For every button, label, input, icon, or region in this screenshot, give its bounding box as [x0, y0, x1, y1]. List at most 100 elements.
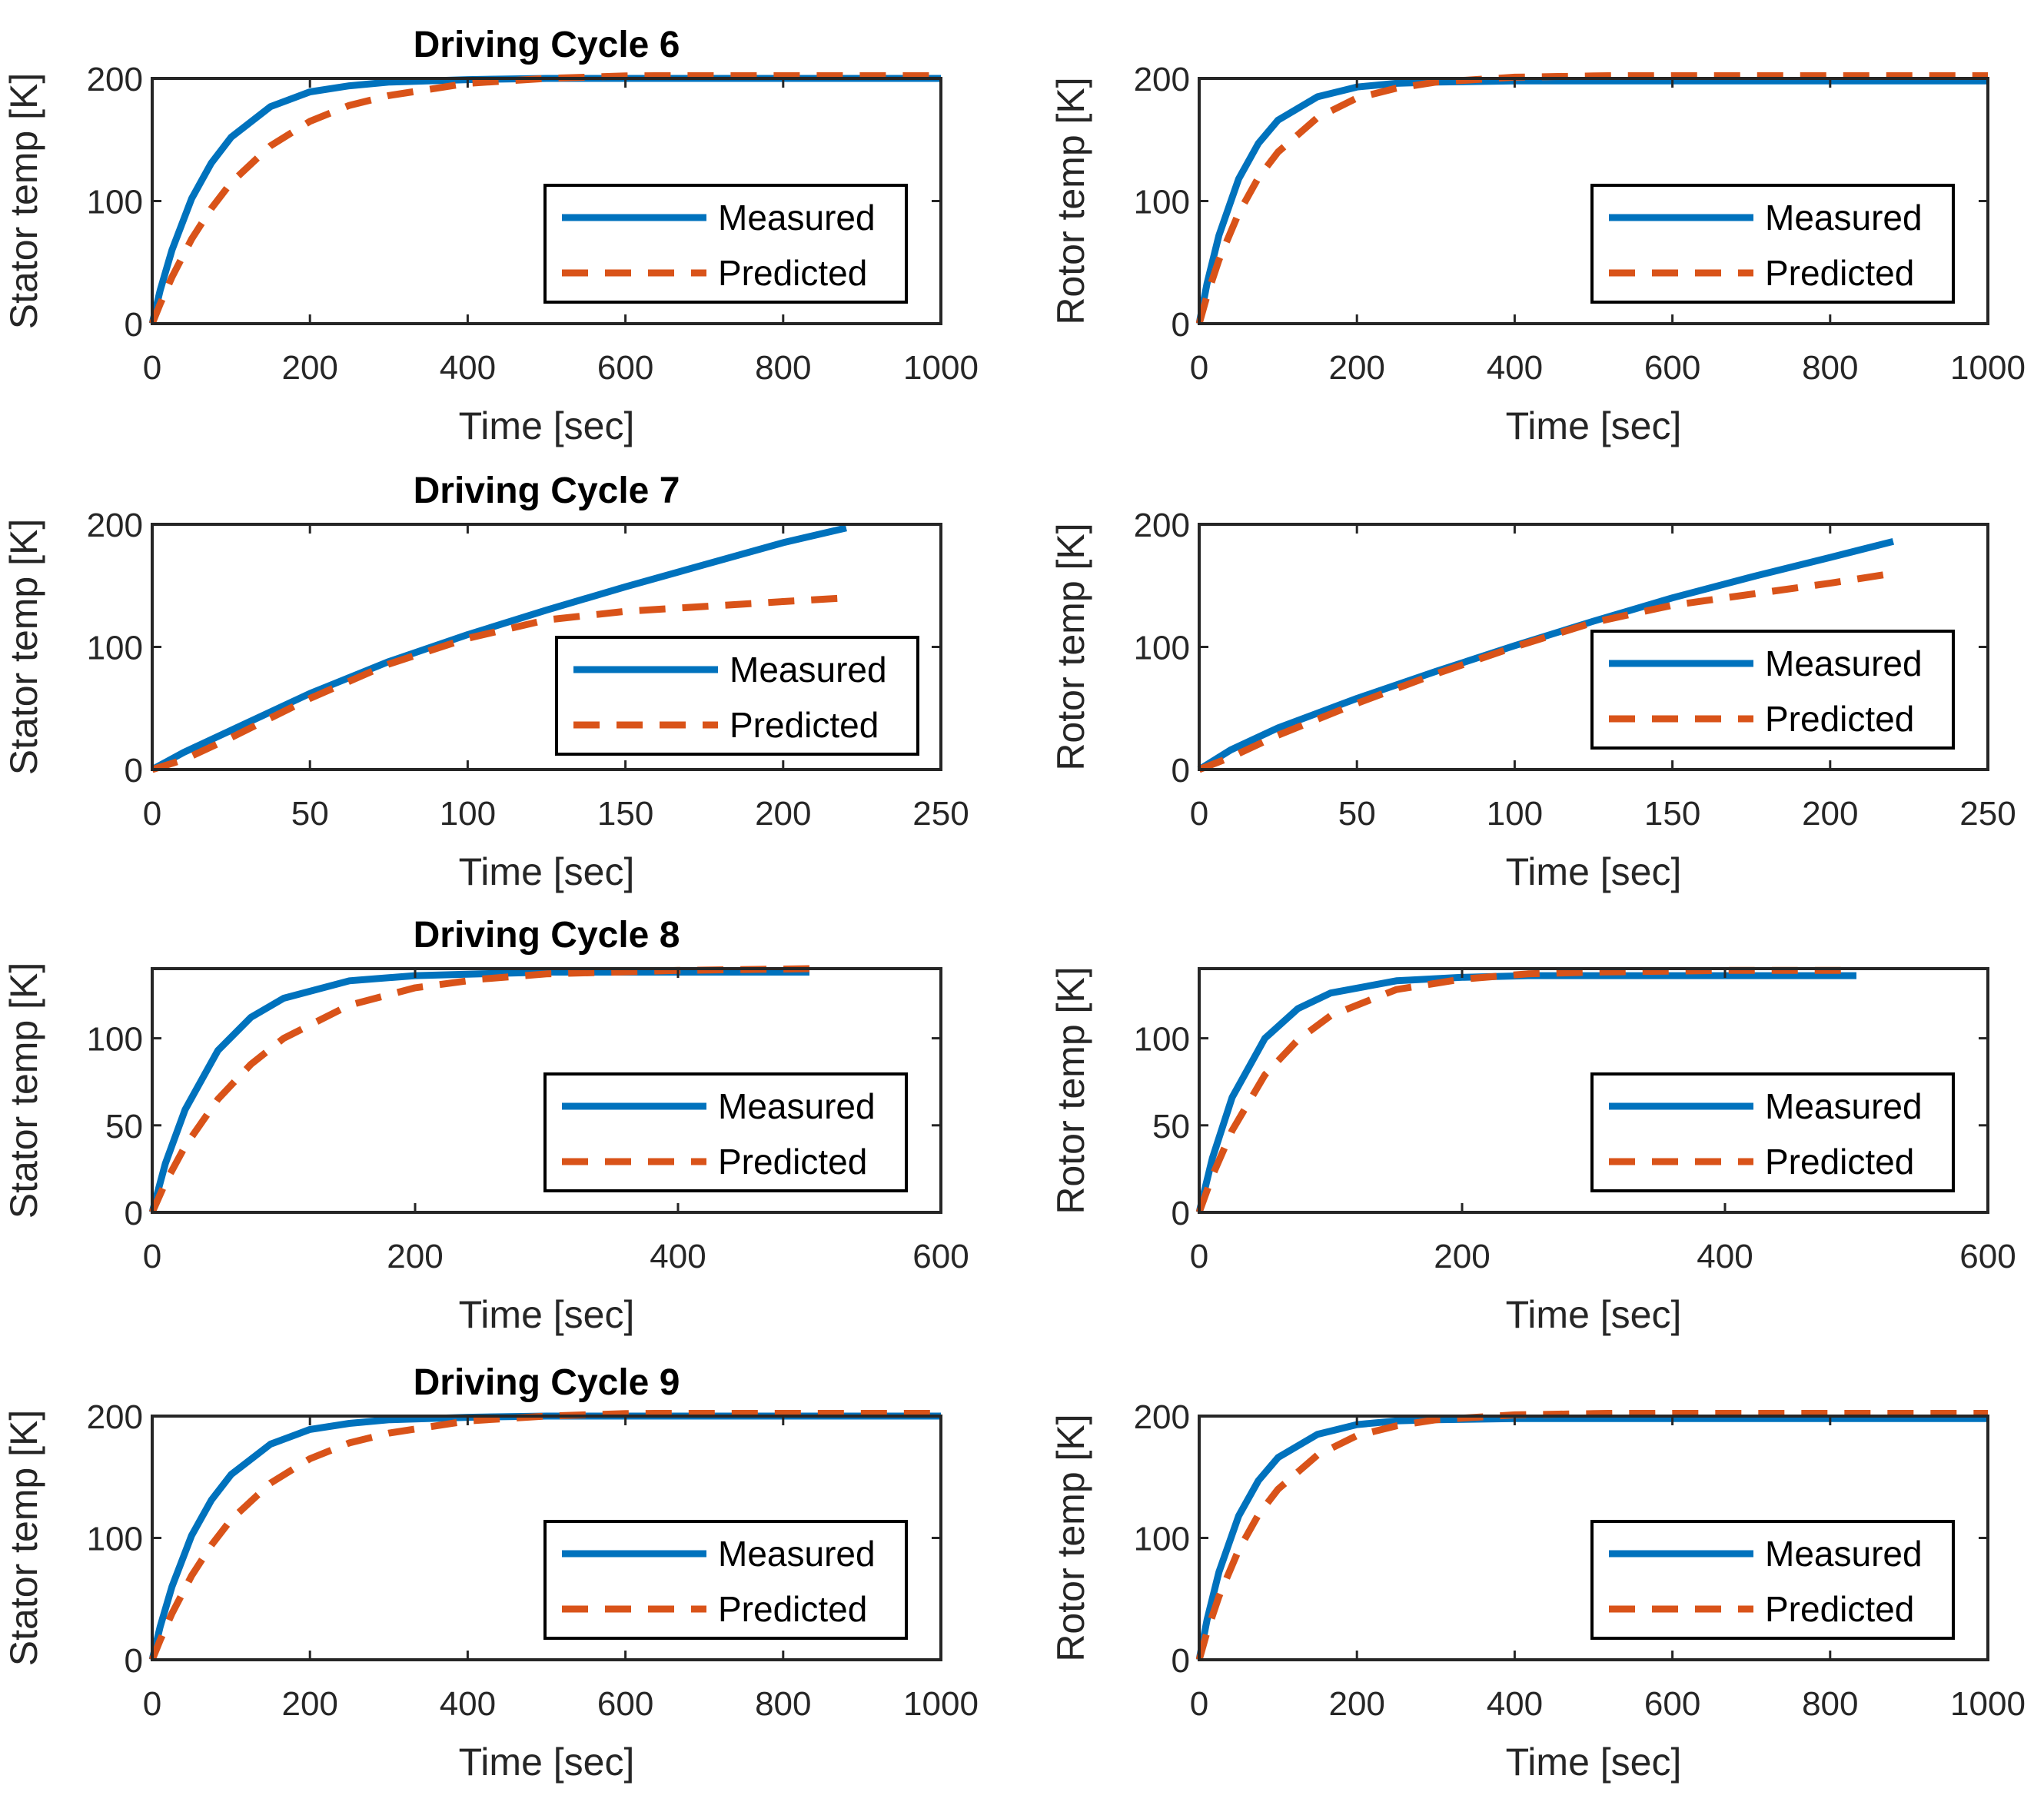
legend-label: Predicted — [1765, 699, 1914, 739]
y-tick-label: 0 — [1172, 1195, 1190, 1232]
x-tick-label: 800 — [755, 1685, 811, 1723]
legend-label: Predicted — [1765, 253, 1914, 293]
y-tick-label: 0 — [125, 1195, 143, 1232]
legend-label: Measured — [1765, 1534, 1923, 1574]
legend-box — [543, 1520, 908, 1640]
subplot-rotor-3: 0 200 400 600 800 1000 0 100 200 Time [sec] Rotor … — [1049, 1398, 2026, 1784]
y-tick-label: 200 — [1134, 1398, 1190, 1436]
x-tick-label: 400 — [1487, 349, 1543, 387]
x-tick-label: 250 — [1959, 795, 2016, 833]
y-axis-label: Rotor temp [K] — [1049, 77, 1092, 324]
legend: Measured Predicted — [1590, 184, 1955, 304]
y-axis-label: Stator temp [K] — [2, 1410, 45, 1666]
legend: Measured Predicted — [555, 636, 919, 756]
x-tick-label: 800 — [755, 349, 811, 387]
legend: Measured Predicted — [543, 1072, 908, 1192]
chart-title: Driving Cycle 6 — [414, 25, 680, 65]
subplot-rotor-1: 0 50 100 150 200 250 0 100 200 Time [sec] Rotor te… — [1049, 507, 2016, 893]
legend-label: Predicted — [718, 1142, 867, 1182]
y-tick-label: 0 — [125, 306, 143, 344]
y-tick-label: 100 — [1134, 184, 1190, 221]
x-tick-label: 1000 — [1950, 1685, 2026, 1723]
predicted-line — [149, 1410, 941, 1661]
legend-label: Measured — [1765, 643, 1923, 683]
x-tick-label: 800 — [1802, 349, 1858, 387]
y-tick-label: 200 — [87, 507, 143, 544]
legend-label: Measured — [1765, 1086, 1923, 1126]
chart-title: Driving Cycle 8 — [414, 915, 680, 956]
y-tick-label: 100 — [1134, 1021, 1190, 1059]
predicted-line — [1196, 1410, 1988, 1661]
legend-box — [543, 1072, 908, 1192]
x-axis-label: Time [sec] — [459, 1740, 635, 1784]
y-tick-label: 0 — [125, 1642, 143, 1680]
x-tick-label: 200 — [1328, 349, 1384, 387]
x-tick-label: 100 — [1487, 795, 1543, 833]
legend-label: Predicted — [730, 705, 879, 745]
x-tick-label: 1000 — [1950, 349, 2026, 387]
x-tick-label: 600 — [597, 349, 653, 387]
legend: Measured Predicted — [543, 184, 908, 304]
measured-line — [150, 524, 847, 773]
subplot-stator-2: 0 200 400 600 0 50 100 Time [sec] Stator temp [K… — [2, 915, 969, 1336]
y-tick-label: 0 — [1172, 306, 1190, 344]
measured-line — [1196, 972, 1856, 1214]
x-tick-label: 50 — [1338, 795, 1376, 833]
legend: Measured Predicted — [1590, 1520, 1955, 1640]
y-tick-label: 50 — [105, 1108, 143, 1145]
x-tick-label: 250 — [912, 795, 969, 833]
chart-title: Driving Cycle 9 — [414, 1362, 680, 1403]
predicted-line — [149, 72, 941, 325]
legend-label: Measured — [1765, 198, 1923, 238]
legend-label: Measured — [718, 1534, 876, 1574]
y-axis-label: Rotor temp [K] — [1049, 966, 1092, 1214]
y-tick-label: 0 — [125, 752, 143, 790]
x-tick-label: 0 — [1190, 795, 1208, 833]
y-tick-label: 100 — [1134, 1521, 1190, 1558]
x-tick-label: 50 — [291, 795, 329, 833]
subplot-stator-1: 0 50 100 150 200 250 0 100 200 Time [sec] Stator t… — [2, 470, 969, 893]
subplot-rotor-2: 0 200 400 600 0 50 100 Time [sec] Rotor temp [K]… — [1049, 966, 2016, 1336]
legend-label: Predicted — [1765, 1589, 1914, 1629]
y-tick-label: 50 — [1152, 1108, 1190, 1145]
x-tick-label: 200 — [755, 795, 811, 833]
legend: Measured Predicted — [1590, 1072, 1955, 1192]
legend-label: Measured — [730, 650, 887, 690]
x-tick-label: 200 — [387, 1238, 443, 1275]
legend-box — [1590, 184, 1955, 304]
legend: Measured Predicted — [543, 1520, 908, 1640]
x-axis-label: Time [sec] — [1506, 404, 1682, 447]
axes-box — [1198, 967, 1989, 1214]
subplot-rotor-0: 0 200 400 600 800 1000 0 100 200 Time [sec] Rotor … — [1049, 61, 2026, 447]
x-tick-label: 150 — [597, 795, 653, 833]
predicted-line — [1196, 966, 1856, 1214]
y-tick-label: 200 — [1134, 507, 1190, 544]
y-axis-label: Rotor temp [K] — [1049, 523, 1092, 770]
y-axis-label: Stator temp [K] — [2, 73, 45, 329]
x-tick-label: 200 — [1434, 1238, 1490, 1275]
x-tick-label: 400 — [1697, 1238, 1753, 1275]
y-tick-label: 100 — [87, 1521, 143, 1558]
x-tick-label: 0 — [1190, 1685, 1208, 1723]
x-tick-label: 200 — [1802, 795, 1858, 833]
x-tick-label: 400 — [650, 1238, 706, 1275]
y-tick-label: 100 — [87, 1021, 143, 1059]
y-axis-label: Stator temp [K] — [2, 519, 45, 775]
x-tick-label: 150 — [1644, 795, 1700, 833]
legend-label: Predicted — [718, 253, 867, 293]
x-tick-label: 0 — [143, 1685, 161, 1723]
legend: Measured Predicted — [1590, 630, 1955, 750]
y-axis-label: Rotor temp [K] — [1049, 1414, 1092, 1661]
x-tick-label: 1000 — [903, 1685, 979, 1723]
x-tick-label: 600 — [912, 1238, 969, 1275]
legend-box — [1590, 1072, 1955, 1192]
y-tick-label: 100 — [1134, 630, 1190, 667]
x-axis-label: Time [sec] — [1506, 1740, 1682, 1784]
legend-label: Predicted — [1765, 1142, 1914, 1182]
x-tick-label: 100 — [440, 795, 496, 833]
x-tick-label: 1000 — [903, 349, 979, 387]
legend-box — [1590, 630, 1955, 750]
y-tick-label: 200 — [87, 1398, 143, 1436]
x-axis-label: Time [sec] — [459, 850, 635, 893]
